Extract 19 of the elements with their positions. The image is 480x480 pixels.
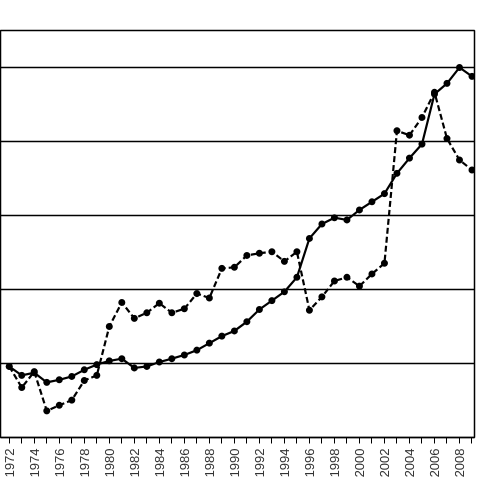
x-tick-label: 1998 bbox=[326, 448, 342, 478]
x-tick-label: 1988 bbox=[202, 448, 217, 478]
x-tick-label: 1974 bbox=[26, 448, 42, 478]
x-tick-label: 2002 bbox=[376, 448, 392, 478]
x-tick-label: 1992 bbox=[252, 448, 267, 478]
x-tick-label: 2004 bbox=[402, 448, 417, 478]
x-tick-label: 2008 bbox=[452, 448, 467, 478]
x-tick-label: 2000 bbox=[352, 448, 367, 478]
x-tick-label: 1986 bbox=[176, 448, 192, 478]
x-tick-label: 1972 bbox=[2, 448, 17, 478]
x-tick-label: 1984 bbox=[152, 448, 167, 478]
x-tick-label: 1996 bbox=[302, 448, 317, 478]
x-tick-label: 1994 bbox=[276, 448, 292, 478]
x-tick-label: 1990 bbox=[226, 448, 242, 478]
x-tick-label: 1978 bbox=[76, 448, 92, 478]
x-tick-label: 2006 bbox=[426, 448, 442, 478]
x-tick-label: 1982 bbox=[126, 448, 142, 478]
x-tick-label: 1976 bbox=[52, 448, 67, 478]
x-tick-label: 1980 bbox=[102, 448, 117, 478]
